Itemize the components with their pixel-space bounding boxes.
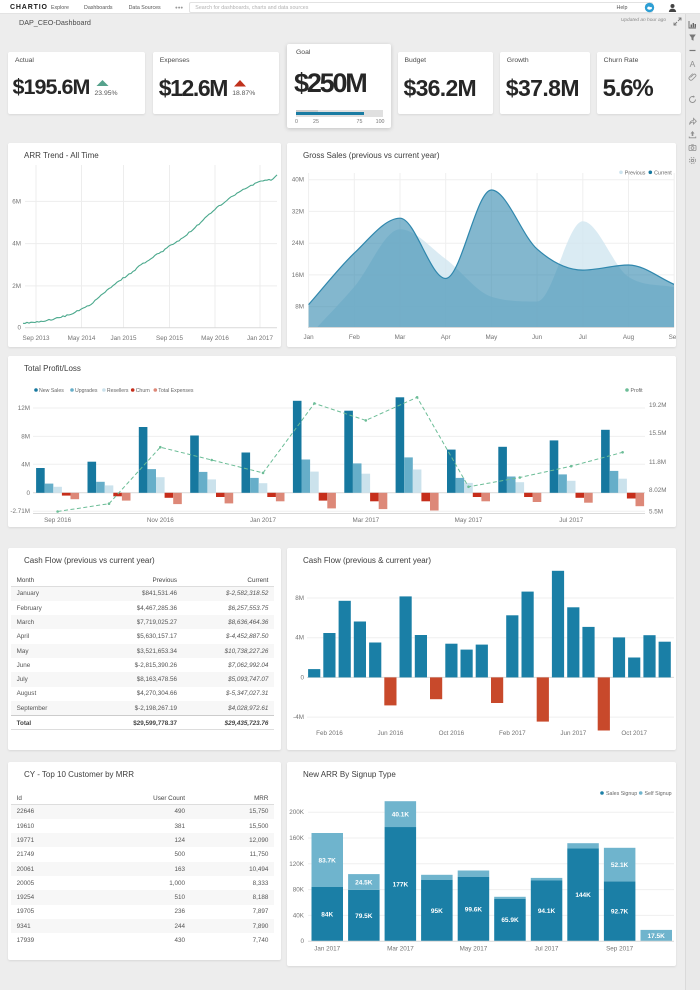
svg-text:Feb 2016: Feb 2016 [316,730,343,737]
svg-text:0: 0 [300,674,304,681]
svg-text:99.6K: 99.6K [465,906,483,913]
svg-text:24.5K: 24.5K [355,879,373,886]
svg-text:95K: 95K [431,908,443,915]
svg-text:Previous: Previous [625,170,646,176]
svg-text:80K: 80K [293,887,305,894]
svg-text:Jul: Jul [579,334,587,341]
svg-text:Mar: Mar [395,334,406,341]
svg-text:0: 0 [17,325,21,332]
svg-text:Jan 2015: Jan 2015 [111,335,137,342]
svg-text:Oct 2017: Oct 2017 [621,730,647,737]
svg-text:Sep 2015: Sep 2015 [156,335,183,342]
svg-text:Jul 2017: Jul 2017 [559,517,583,524]
svg-text:Jan 2017: Jan 2017 [247,335,273,342]
svg-text:Self Signup: Self Signup [645,791,672,797]
svg-text:32M: 32M [292,208,304,215]
svg-text:2M: 2M [12,283,21,290]
svg-text:Sep 2016: Sep 2016 [44,517,71,524]
svg-text:0: 0 [300,938,304,945]
svg-text:-2.71M: -2.71M [10,508,30,515]
svg-text:Nov 2016: Nov 2016 [147,517,174,524]
svg-text:Aug: Aug [623,334,635,341]
svg-text:Resellers: Resellers [107,388,129,394]
svg-text:15.5M: 15.5M [649,430,667,437]
svg-text:16M: 16M [292,272,304,279]
svg-text:5.5M: 5.5M [649,509,663,516]
svg-text:Jul 2017: Jul 2017 [535,946,559,953]
svg-text:Jan 2017: Jan 2017 [250,517,276,524]
svg-text:Sep 2017: Sep 2017 [606,946,633,953]
svg-text:Jun 2017: Jun 2017 [560,730,586,737]
svg-text:4M: 4M [295,635,304,642]
svg-text:New Sales: New Sales [39,388,64,394]
svg-text:Jun 2016: Jun 2016 [377,730,403,737]
svg-text:8.02M: 8.02M [649,487,667,494]
svg-text:0: 0 [26,490,30,497]
svg-text:19.2M: 19.2M [649,402,667,409]
svg-text:Sales Signup: Sales Signup [606,791,637,797]
svg-text:May 2014: May 2014 [68,335,96,342]
svg-text:11.8M: 11.8M [649,459,666,466]
svg-text:Jun: Jun [532,334,543,341]
svg-text:-4M: -4M [293,714,304,721]
svg-text:Feb 2017: Feb 2017 [499,730,526,737]
svg-text:40.1K: 40.1K [392,811,410,818]
svg-text:Churn: Churn [136,388,150,394]
svg-text:17.5K: 17.5K [648,933,666,940]
svg-text:Apr: Apr [441,334,451,341]
svg-text:200K: 200K [289,809,305,816]
svg-text:79.5K: 79.5K [355,913,373,920]
svg-text:May 2016: May 2016 [201,335,229,342]
svg-text:52.1K: 52.1K [611,862,629,869]
svg-text:24M: 24M [292,240,304,247]
svg-text:177K: 177K [393,881,409,888]
svg-text:A: A [690,59,696,68]
svg-text:Current: Current [654,170,672,176]
svg-text:12M: 12M [18,405,30,412]
svg-text:94.1K: 94.1K [538,908,556,915]
svg-text:8M: 8M [295,304,304,311]
svg-text:160K: 160K [289,835,305,842]
svg-text:May: May [485,334,498,341]
svg-text:Sep 2013: Sep 2013 [23,335,50,342]
svg-text:92.7K: 92.7K [611,909,629,916]
svg-text:Upgrades: Upgrades [75,388,98,394]
svg-text:Mar 2017: Mar 2017 [387,946,414,953]
svg-text:120K: 120K [289,861,305,868]
svg-text:84K: 84K [321,911,333,918]
svg-text:40K: 40K [293,912,305,919]
svg-text:Oct 2016: Oct 2016 [439,730,465,737]
svg-text:8M: 8M [295,595,304,602]
svg-text:6M: 6M [12,198,21,205]
svg-text:40M: 40M [292,177,304,184]
svg-text:Feb: Feb [349,334,360,341]
svg-text:May 2017: May 2017 [455,517,483,524]
svg-text:Jan 2017: Jan 2017 [314,946,340,953]
svg-text:144K: 144K [575,892,591,899]
svg-text:8M: 8M [21,433,30,440]
svg-text:Jan: Jan [304,334,315,341]
svg-text:Sep: Sep [669,334,676,341]
svg-text:Mar 2017: Mar 2017 [352,517,379,524]
svg-text:May 2017: May 2017 [460,946,488,953]
svg-text:Profit: Profit [631,388,644,394]
svg-text:Total Expenses: Total Expenses [158,388,194,394]
svg-text:4M: 4M [21,461,30,468]
svg-text:4M: 4M [12,241,21,248]
svg-text:65.9K: 65.9K [501,917,519,924]
svg-text:83.7K: 83.7K [319,857,337,864]
